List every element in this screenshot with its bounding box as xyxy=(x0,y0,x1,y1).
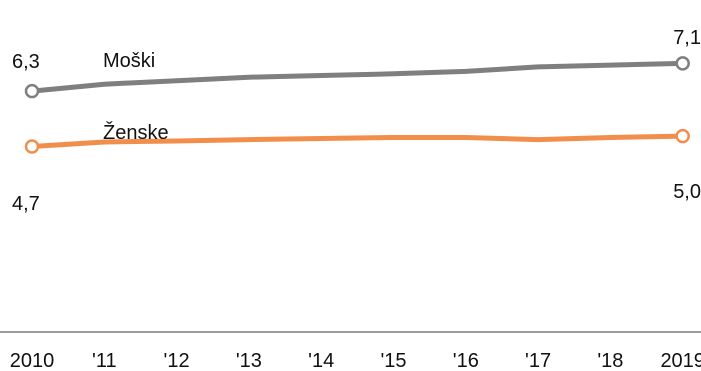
series-line xyxy=(29,133,686,149)
x-tick-label: '18 xyxy=(597,350,623,371)
x-tick-label: '16 xyxy=(453,350,479,371)
x-tick-label: '15 xyxy=(380,350,406,371)
series-name-label: Ženske xyxy=(103,121,169,144)
x-tick-label: 2010 xyxy=(10,350,55,371)
series-layer: Moški 6,3 7,1 Ženske 4,7 5,0 xyxy=(12,27,701,215)
series-start-value-label: 4,7 xyxy=(12,193,40,215)
x-tick-label: '17 xyxy=(525,350,551,371)
series-start-value-label: 6,3 xyxy=(12,51,40,73)
x-tick-label: '14 xyxy=(308,350,334,371)
series-end-value-label: 7,1 xyxy=(673,27,701,49)
series-name-label: Moški xyxy=(103,50,155,72)
x-tick-label: 2019 xyxy=(660,350,701,371)
series-line xyxy=(29,60,686,94)
series-end-value-label: 5,0 xyxy=(673,181,701,203)
x-tick-label: '13 xyxy=(236,350,262,371)
series-end-marker xyxy=(675,128,690,144)
series-end-marker xyxy=(675,56,690,71)
x-tick-labels: 2010 '11 '12 '13 '14 '15 '16 '17 '18 2019 xyxy=(10,350,701,371)
series-start-marker xyxy=(24,139,40,154)
x-tick-label: '11 xyxy=(92,350,117,371)
x-tick-label: '12 xyxy=(164,350,190,371)
series-start-marker xyxy=(24,83,40,99)
